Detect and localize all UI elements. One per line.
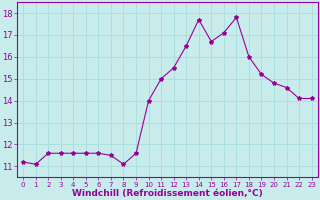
- X-axis label: Windchill (Refroidissement éolien,°C): Windchill (Refroidissement éolien,°C): [72, 189, 263, 198]
